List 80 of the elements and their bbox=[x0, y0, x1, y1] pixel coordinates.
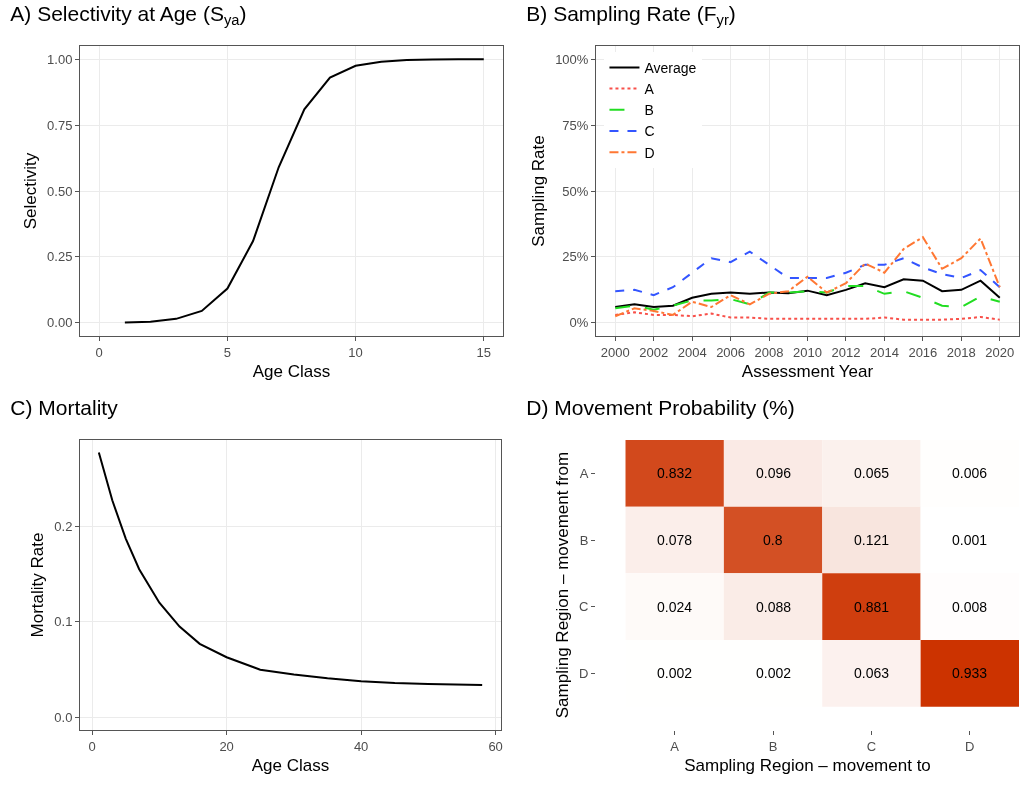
y-tick-label: C bbox=[579, 599, 589, 615]
y-tick-label: 100% bbox=[555, 51, 589, 67]
y-axis-title: Selectivity bbox=[20, 152, 40, 230]
chart-title: D) Movement Probability (%) bbox=[526, 395, 795, 419]
x-tick-label: 0 bbox=[95, 344, 103, 360]
y-tick-label: 25% bbox=[562, 249, 589, 265]
y-tick-label: 0.00 bbox=[47, 315, 73, 331]
legend-label: D bbox=[644, 144, 655, 161]
x-tick-label: 2004 bbox=[677, 344, 707, 360]
x-tick-label: A bbox=[670, 738, 680, 754]
y-tick-label: 0.25 bbox=[47, 249, 73, 265]
line-series bbox=[614, 278, 1001, 308]
y-axis-title: Sampling Rate bbox=[528, 135, 548, 247]
y-tick-label: 0.2 bbox=[54, 518, 73, 534]
data-label: 0.065 bbox=[854, 465, 890, 481]
data-label: 0.002 bbox=[756, 665, 792, 681]
x-tick-label: 2016 bbox=[908, 344, 938, 360]
x-tick-label: 2012 bbox=[831, 344, 861, 360]
chart-title: B) Sampling Rate (F$_{yr}$) bbox=[526, 1, 736, 29]
line-series bbox=[97, 451, 484, 687]
x-tick-label: 2010 bbox=[793, 344, 822, 360]
legend-label: B bbox=[644, 102, 654, 119]
data-label: 0.006 bbox=[952, 465, 988, 481]
x-tick-label: B bbox=[768, 738, 778, 754]
y-tick-label: 0.1 bbox=[54, 614, 73, 630]
y-tick-label: D bbox=[579, 665, 589, 681]
x-axis-title: Assessment Year bbox=[741, 362, 874, 381]
data-label: 0.024 bbox=[657, 599, 693, 615]
y-tick-label: 0.0 bbox=[54, 710, 73, 726]
data-label: 0.001 bbox=[952, 532, 988, 548]
line-series bbox=[614, 284, 1001, 311]
y-tick-label: 50% bbox=[562, 183, 589, 199]
x-tick-label: 2014 bbox=[869, 344, 899, 360]
data-label: 0.088 bbox=[756, 599, 792, 615]
x-tick-label: 40 bbox=[353, 738, 369, 754]
x-tick-label: 2002 bbox=[639, 344, 669, 360]
data-label: 0.078 bbox=[657, 532, 693, 548]
x-tick-label: 2008 bbox=[754, 344, 784, 360]
data-label: 0.002 bbox=[657, 665, 693, 681]
x-tick-label: 2006 bbox=[716, 344, 746, 360]
x-tick-label: 5 bbox=[223, 344, 232, 360]
y-tick-label: B bbox=[579, 532, 589, 548]
x-axis-title: Age Class bbox=[251, 756, 330, 775]
data-label: 0.096 bbox=[756, 465, 792, 481]
data-label: 0.8 bbox=[763, 532, 783, 548]
x-tick-label: 2020 bbox=[985, 344, 1015, 360]
data-label: 0.008 bbox=[952, 599, 988, 615]
x-tick-label: C bbox=[866, 738, 877, 754]
data-label: 0.832 bbox=[657, 465, 693, 481]
y-axis-title: Sampling Region – movement from bbox=[552, 451, 572, 719]
line-series bbox=[614, 250, 1001, 297]
x-tick-label: 10 bbox=[348, 344, 363, 360]
legend-label: C bbox=[644, 123, 655, 140]
data-label: 0.881 bbox=[854, 599, 890, 615]
y-tick-label: 0% bbox=[569, 315, 589, 331]
y-axis-title: Mortality Rate bbox=[27, 532, 47, 638]
x-tick-label: 2018 bbox=[946, 344, 976, 360]
x-tick-label: 15 bbox=[476, 344, 491, 360]
line-series bbox=[123, 58, 485, 324]
data-label: 0.933 bbox=[952, 665, 988, 681]
x-tick-label: 60 bbox=[488, 738, 503, 754]
x-tick-label: 20 bbox=[219, 738, 234, 754]
x-tick-label: 0 bbox=[88, 738, 96, 754]
data-label: 0.063 bbox=[854, 665, 890, 681]
y-tick-label: 0.75 bbox=[47, 117, 73, 133]
chart-title: C) Mortality bbox=[10, 395, 119, 419]
y-tick-label: 1.00 bbox=[47, 51, 73, 67]
data-label: 0.121 bbox=[854, 532, 890, 548]
legend-label: Average bbox=[644, 59, 697, 76]
x-tick-label: 2000 bbox=[600, 344, 630, 360]
line-series bbox=[614, 311, 1001, 321]
x-tick-label: D bbox=[965, 738, 975, 754]
legend-label: A bbox=[644, 81, 655, 98]
y-tick-label: A bbox=[579, 465, 589, 481]
x-axis-title: Sampling Region – movement to bbox=[684, 756, 931, 775]
y-tick-label: 75% bbox=[562, 117, 589, 133]
y-tick-label: 0.50 bbox=[47, 183, 73, 199]
line-series bbox=[614, 236, 1001, 318]
chart-title: A) Selectivity at Age (S$_{ya}$) bbox=[10, 1, 247, 29]
x-axis-title: Age Class bbox=[252, 362, 331, 381]
